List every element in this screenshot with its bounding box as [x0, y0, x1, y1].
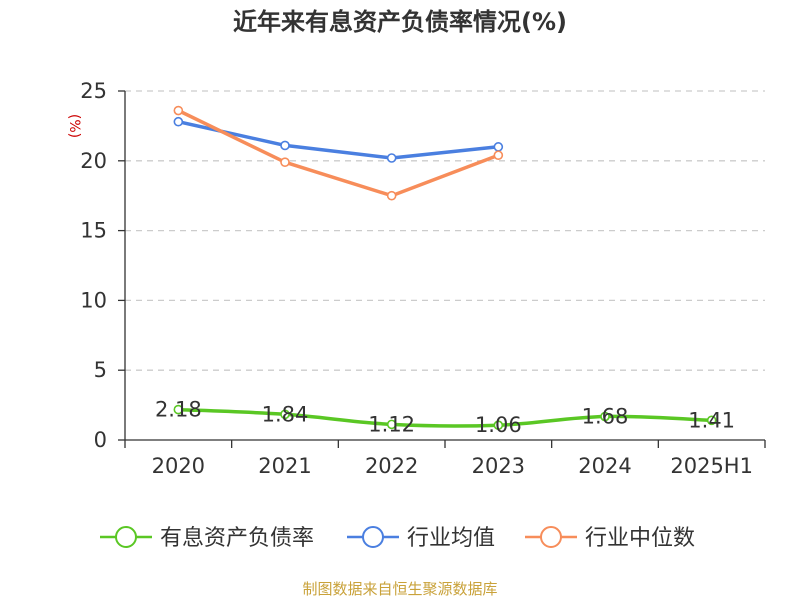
- axes: 0 5 10 15 20 25 2020 2021 2022 2023 2024 2025H1: [80, 79, 766, 478]
- data-label: 1.84: [262, 402, 309, 426]
- data-label: 1.06: [475, 413, 522, 437]
- series-line: [176, 407, 714, 428]
- y-axis-label: (%): [66, 114, 82, 138]
- data-label: 1.41: [688, 408, 735, 432]
- data-labels: 2.18 1.84 1.12 1.06 1.68 1.41: [155, 398, 735, 438]
- legend-label: 有息资产负债率: [160, 526, 314, 551]
- x-tick-label: 2021: [258, 454, 311, 478]
- legend-swatch-marker: [540, 526, 562, 548]
- y-tick-label: 15: [80, 219, 107, 243]
- data-label: 1.12: [368, 412, 415, 436]
- y-tick-label: 25: [80, 79, 107, 103]
- series-line: [176, 108, 501, 198]
- y-tick-label: 20: [80, 149, 107, 173]
- data-point: [280, 157, 290, 167]
- legend: 有息资产负债率 行业均值 行业中位数: [100, 526, 695, 551]
- y-tick-label: 10: [80, 288, 107, 312]
- data-point: [600, 411, 610, 422]
- y-tick-label: 0: [94, 428, 107, 452]
- data-point: [386, 419, 397, 430]
- x-tick-label: 2025H1: [670, 454, 753, 478]
- data-point: [280, 140, 290, 151]
- data-label: 2.18: [155, 398, 202, 422]
- data-point: [493, 150, 504, 161]
- data-point: [280, 409, 290, 420]
- legend-label: 行业均值: [407, 526, 495, 551]
- legend-swatch-marker: [115, 526, 137, 548]
- data-point: [386, 153, 397, 163]
- grid-lines: [125, 90, 765, 371]
- y-tick-label: 5: [94, 358, 107, 382]
- chart-title: 近年来有息资产负债率情况(%): [233, 8, 567, 36]
- x-tick-label: 2020: [152, 454, 205, 478]
- series-line: [176, 119, 501, 160]
- data-point: [173, 105, 184, 116]
- x-tick-label: 2024: [578, 454, 631, 478]
- data-point: [173, 116, 184, 127]
- data-point: [386, 190, 397, 201]
- source-note: 制图数据来自恒生聚源数据库: [302, 580, 497, 598]
- data-point: [173, 404, 184, 415]
- series-group: [173, 105, 717, 431]
- data-point: [493, 420, 504, 431]
- data-point: [493, 142, 504, 152]
- x-tick-label: 2023: [472, 454, 525, 478]
- x-tick-label: 2022: [365, 454, 418, 478]
- legend-swatch-marker: [362, 526, 384, 548]
- legend-label: 行业中位数: [585, 526, 695, 551]
- data-point: [706, 415, 717, 426]
- data-label: 1.68: [582, 405, 629, 429]
